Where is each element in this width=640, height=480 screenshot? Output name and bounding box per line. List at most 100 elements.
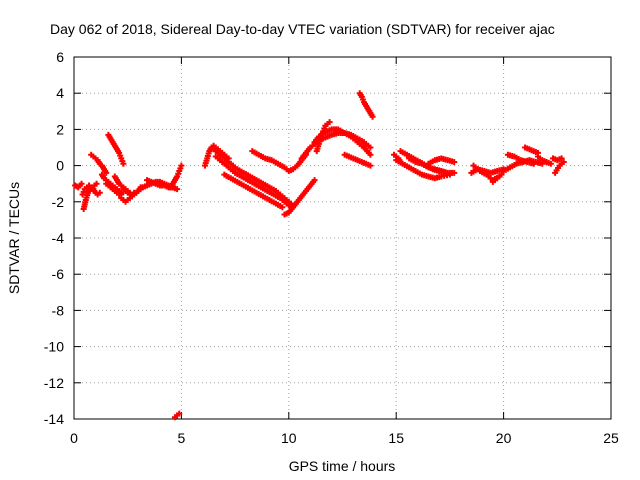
- data-point: [436, 174, 443, 181]
- y-tick-label: 0: [56, 158, 64, 174]
- data-point: [301, 189, 308, 196]
- data-point: [232, 164, 239, 171]
- data-point: [225, 174, 232, 181]
- data-point: [229, 168, 236, 175]
- data-point: [277, 203, 284, 210]
- data-point: [365, 149, 372, 156]
- data-point: [99, 164, 106, 171]
- data-point: [283, 210, 290, 217]
- data-point: [297, 158, 304, 165]
- data-point: [108, 137, 115, 144]
- data-point: [115, 148, 122, 155]
- data-point: [205, 150, 212, 157]
- data-point: [260, 154, 267, 161]
- data-point: [429, 158, 436, 165]
- data-point: [91, 187, 98, 194]
- data-point: [177, 165, 184, 172]
- data-point: [366, 108, 373, 115]
- data-point: [150, 179, 157, 186]
- data-point: [403, 163, 410, 170]
- data-point: [423, 172, 430, 179]
- data-point: [545, 159, 552, 166]
- data-point: [368, 111, 375, 118]
- data-point: [292, 200, 299, 207]
- data-point: [244, 184, 251, 191]
- data-point: [102, 168, 109, 175]
- data-point: [264, 195, 271, 202]
- data-point: [268, 190, 275, 197]
- data-point: [532, 149, 539, 156]
- data-point: [292, 164, 299, 171]
- data-point: [141, 183, 148, 190]
- data-point: [305, 184, 312, 191]
- data-point: [449, 169, 456, 176]
- data-point: [410, 157, 417, 164]
- data-point: [362, 101, 369, 108]
- data-point: [481, 170, 488, 177]
- data-point: [511, 161, 518, 168]
- y-tick-labels: 6 4 2 0 -2 -4 -6 -8 -10 -12 -14: [44, 49, 64, 427]
- y-tick-label: 6: [56, 49, 64, 65]
- chart-title: Day 062 of 2018, Sidereal Day-to-day VTE…: [50, 21, 555, 37]
- y-tick-label: 4: [56, 85, 64, 101]
- axis-ticks: [73, 56, 612, 420]
- data-point: [115, 178, 122, 185]
- data-point: [449, 158, 456, 165]
- data-point: [528, 160, 535, 167]
- data-point: [558, 160, 565, 167]
- data-point: [242, 175, 249, 182]
- data-point: [345, 132, 352, 139]
- data-point: [270, 199, 277, 206]
- data-point: [262, 186, 269, 193]
- data-point: [352, 156, 359, 163]
- data-point: [80, 188, 87, 195]
- data-point: [416, 160, 423, 167]
- data-point: [272, 159, 279, 166]
- data-point: [112, 175, 119, 182]
- data-point: [275, 193, 282, 200]
- data-point: [309, 142, 316, 149]
- data-point: [219, 153, 226, 160]
- data-point: [310, 178, 317, 185]
- data-point: [93, 180, 100, 187]
- x-tick-label: 20: [496, 430, 512, 446]
- data-point: [358, 142, 365, 149]
- y-tick-label: -14: [44, 411, 64, 427]
- y-tick-label: -4: [52, 230, 65, 246]
- data-point: [524, 145, 531, 152]
- y-tick-label: -12: [44, 375, 64, 391]
- data-point: [555, 165, 562, 172]
- data-point: [352, 137, 359, 144]
- data-point: [442, 156, 449, 163]
- data-point: [359, 96, 366, 103]
- x-tick-label: 15: [388, 430, 404, 446]
- data-point: [112, 144, 119, 151]
- data-point: [225, 158, 232, 165]
- x-tick-label: 5: [178, 430, 186, 446]
- data-point: [515, 155, 522, 162]
- data-point: [416, 170, 423, 177]
- data-point: [96, 189, 103, 196]
- data-point: [106, 133, 113, 140]
- x-tick-label: 10: [281, 430, 297, 446]
- data-point: [504, 165, 511, 172]
- data-point: [288, 206, 295, 213]
- data-point: [528, 147, 535, 154]
- data-point: [251, 188, 258, 195]
- data-point: [76, 182, 83, 189]
- data-point: [175, 170, 182, 177]
- data-point: [365, 142, 372, 149]
- data-point: [170, 178, 177, 185]
- data-point: [429, 165, 436, 172]
- data-point: [86, 187, 93, 194]
- data-point: [492, 177, 499, 184]
- y-tick-label: -8: [52, 302, 65, 318]
- x-tick-label: 25: [603, 430, 619, 446]
- data-point: [297, 195, 304, 202]
- data-point: [203, 157, 210, 164]
- data-point: [474, 166, 481, 173]
- data-point: [492, 168, 499, 175]
- data-point: [236, 172, 243, 179]
- data-point: [99, 173, 106, 180]
- data-point: [301, 151, 308, 158]
